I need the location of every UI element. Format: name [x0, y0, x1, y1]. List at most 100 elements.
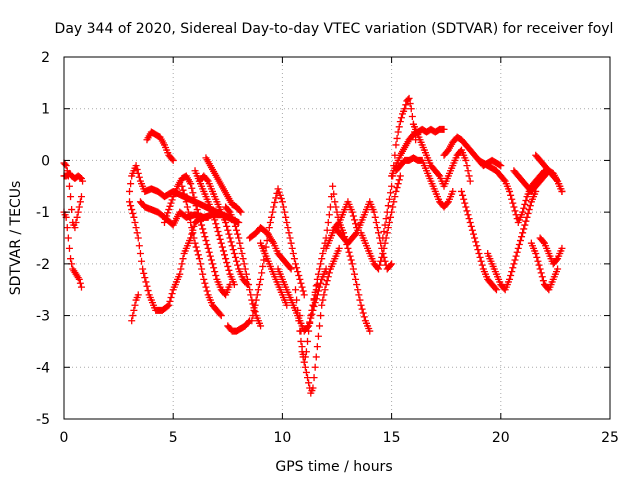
data-point-marker [390, 198, 398, 206]
y-tick-label: -5 [36, 412, 50, 428]
data-point-marker [213, 224, 221, 232]
x-tick-label: 0 [60, 430, 69, 446]
data-point-marker [537, 269, 545, 277]
data-point-marker [316, 322, 324, 330]
series-track-x [331, 198, 396, 273]
data-point-marker [552, 176, 560, 184]
data-point-marker [298, 283, 306, 291]
data-point-marker [135, 173, 143, 181]
data-point-marker [262, 243, 270, 251]
data-point-marker [226, 234, 234, 242]
data-point-marker [189, 189, 197, 197]
data-point-marker [132, 224, 140, 232]
data-point-marker [383, 229, 391, 237]
data-point-marker [248, 317, 256, 325]
data-point-marker [379, 234, 387, 242]
data-point-marker [404, 96, 412, 104]
data-point-marker [201, 233, 209, 241]
data-point-marker [352, 275, 360, 283]
data-point-marker [243, 275, 251, 283]
series-track-ae [457, 187, 500, 294]
data-point-marker [317, 279, 325, 287]
data-point-marker [237, 244, 245, 252]
data-point-marker [535, 261, 543, 269]
data-point-marker [139, 265, 147, 273]
y-axis-label: SDTVAR / TECUs [8, 181, 24, 296]
data-point-marker [277, 195, 285, 203]
data-point-marker [71, 224, 79, 232]
data-point-marker [507, 271, 515, 279]
data-point-marker [240, 260, 248, 268]
data-point-marker [127, 202, 135, 210]
data-point-marker [507, 191, 515, 199]
data-point-marker [228, 242, 236, 250]
data-point-marker [460, 195, 468, 203]
data-point-marker [519, 208, 527, 216]
data-point-marker [518, 233, 526, 241]
series-track-i [160, 172, 234, 299]
data-point-marker [260, 256, 268, 264]
data-point-marker [304, 374, 312, 382]
data-point-marker [203, 176, 211, 184]
data-point-marker [296, 312, 304, 320]
data-point-marker [300, 291, 308, 299]
data-point-marker [394, 128, 402, 136]
data-point-marker [199, 225, 207, 233]
data-point-marker [382, 215, 390, 223]
data-point-marker [209, 208, 217, 216]
data-point-marker [512, 252, 520, 260]
data-point-marker [282, 213, 290, 221]
data-point-marker [246, 286, 254, 294]
data-point-marker [181, 194, 189, 202]
data-point-marker [294, 268, 302, 276]
data-point-marker [383, 208, 391, 216]
data-point-marker [378, 253, 386, 261]
series-track-t [292, 244, 343, 397]
data-point-marker [377, 257, 385, 265]
data-point-marker [301, 353, 309, 361]
data-point-marker [178, 182, 186, 190]
data-point-marker [283, 218, 291, 226]
x-tick-label: 15 [383, 430, 401, 446]
data-point-marker [519, 229, 527, 237]
data-point-marker [522, 217, 530, 225]
data-point-marker [168, 196, 176, 204]
y-tick-label: 2 [41, 50, 50, 66]
data-point-marker [190, 234, 198, 242]
data-point-marker [234, 261, 242, 269]
data-point-marker [230, 218, 238, 226]
data-point-marker [347, 256, 355, 264]
data-point-marker [310, 303, 318, 311]
series-track-f [128, 291, 142, 325]
data-point-marker [202, 283, 210, 291]
data-point-marker [352, 230, 360, 238]
data-point-marker [381, 239, 389, 247]
data-point-marker [281, 208, 289, 216]
data-point-marker [234, 230, 242, 238]
data-point-marker [134, 234, 142, 242]
data-point-marker [266, 218, 274, 226]
data-point-marker [554, 265, 562, 273]
data-point-marker [395, 176, 403, 184]
data-point-marker [287, 239, 295, 247]
data-point-marker [225, 230, 233, 238]
data-point-marker [286, 234, 294, 242]
data-point-marker [128, 206, 136, 214]
data-point-marker [65, 244, 73, 252]
data-point-marker [188, 184, 196, 192]
data-point-marker [265, 224, 273, 232]
data-point-marker [64, 234, 72, 242]
data-point-marker [191, 239, 199, 247]
data-point-marker [222, 218, 230, 226]
data-point-marker [191, 198, 199, 206]
series-track-p [248, 185, 308, 325]
data-point-marker [356, 296, 364, 304]
data-point-marker [360, 313, 368, 321]
data-point-marker [136, 250, 144, 258]
data-point-marker [474, 246, 482, 254]
data-point-marker [539, 277, 547, 285]
data-point-marker [526, 202, 534, 210]
data-point-marker [203, 287, 211, 295]
series-track-ac [409, 120, 474, 190]
